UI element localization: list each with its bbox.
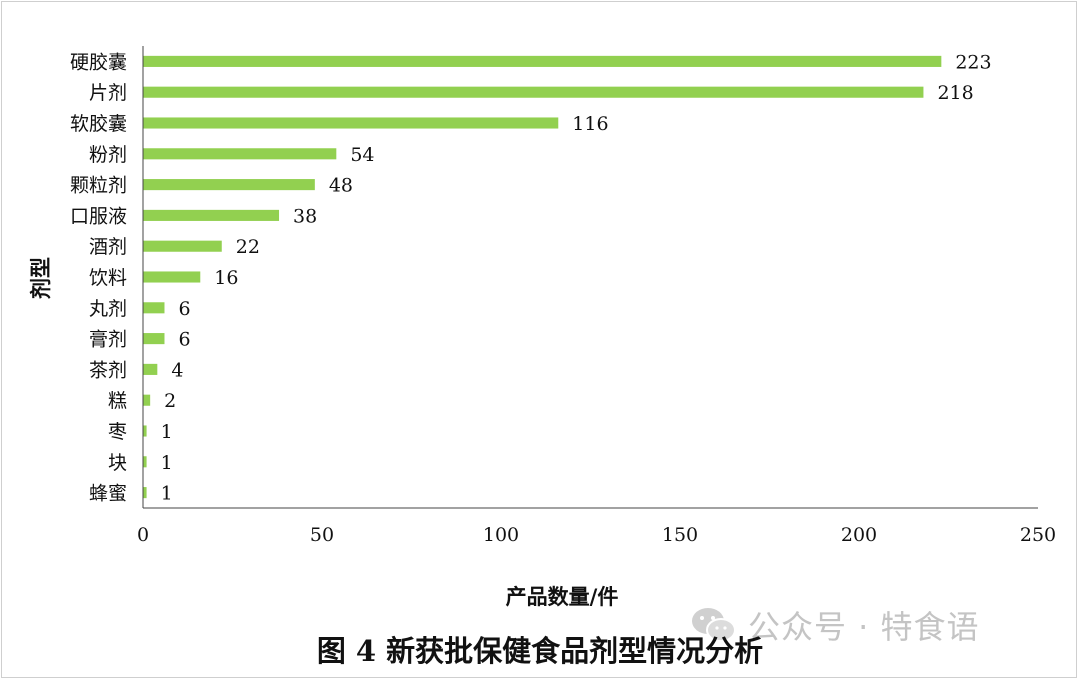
category-label: 饮料 (89, 267, 127, 289)
category-label: 硬胶囊 (70, 51, 127, 73)
bars (143, 55, 942, 499)
bar (143, 394, 151, 406)
bar (143, 86, 924, 98)
data-labels: 223 218 116 54 48 38 22 16 6 6 4 2 1 1 1 (161, 51, 992, 504)
data-label: 6 (178, 298, 190, 320)
bar (143, 302, 165, 314)
category-label: 枣 (108, 421, 127, 443)
bar (143, 456, 147, 468)
category-label: 块 (108, 452, 127, 474)
x-tick-label: 50 (310, 524, 334, 546)
bar (143, 363, 158, 375)
data-label: 223 (955, 51, 991, 73)
bar (143, 209, 280, 221)
category-label: 颗粒剂 (70, 175, 127, 197)
data-label: 48 (329, 175, 353, 197)
category-label: 口服液 (70, 205, 127, 227)
data-label: 2 (164, 390, 176, 412)
bar (143, 271, 201, 283)
bar (143, 240, 222, 252)
bar (143, 148, 337, 160)
data-label: 116 (572, 113, 608, 135)
data-label: 16 (214, 267, 238, 289)
x-axis-ticks: 0 50 100 150 200 250 (137, 524, 1056, 546)
data-label: 218 (937, 82, 973, 104)
bar (143, 117, 559, 129)
category-label: 酒剂 (89, 236, 127, 258)
data-label: 54 (350, 144, 374, 166)
x-tick-label: 250 (1020, 524, 1056, 546)
data-label: 1 (161, 421, 173, 443)
category-label: 蜂蜜 (89, 483, 127, 505)
bar (143, 55, 942, 67)
bar (143, 425, 147, 437)
data-label: 1 (161, 483, 173, 505)
category-label: 茶剂 (89, 359, 127, 381)
figure-caption: 图 4 新获批保健食品剂型情况分析 (316, 634, 764, 668)
x-axis-title: 产品数量/件 (506, 585, 619, 609)
category-label: 软胶囊 (70, 113, 127, 135)
watermark-text: 公众号 · 特食语 (748, 608, 980, 646)
category-label: 糕 (108, 390, 127, 412)
category-label: 粉剂 (89, 144, 127, 166)
x-tick-label: 0 (137, 524, 149, 546)
x-tick-label: 150 (662, 524, 698, 546)
data-label: 6 (178, 329, 190, 351)
bar (143, 179, 315, 191)
category-label: 片剂 (89, 82, 127, 104)
category-label: 膏剂 (89, 328, 127, 351)
bar (143, 487, 147, 499)
watermark: 公众号 · 特食语 (690, 595, 980, 655)
data-label: 4 (171, 359, 183, 381)
data-label: 1 (161, 452, 173, 474)
x-tick-label: 100 (483, 524, 519, 546)
x-tick-label: 200 (841, 524, 877, 546)
y-axis-title: 剂型 (29, 257, 53, 299)
wechat-icon (692, 608, 736, 642)
data-label: 22 (236, 236, 260, 258)
bar (143, 333, 165, 345)
category-label: 丸剂 (89, 298, 127, 320)
data-label: 38 (293, 205, 317, 227)
